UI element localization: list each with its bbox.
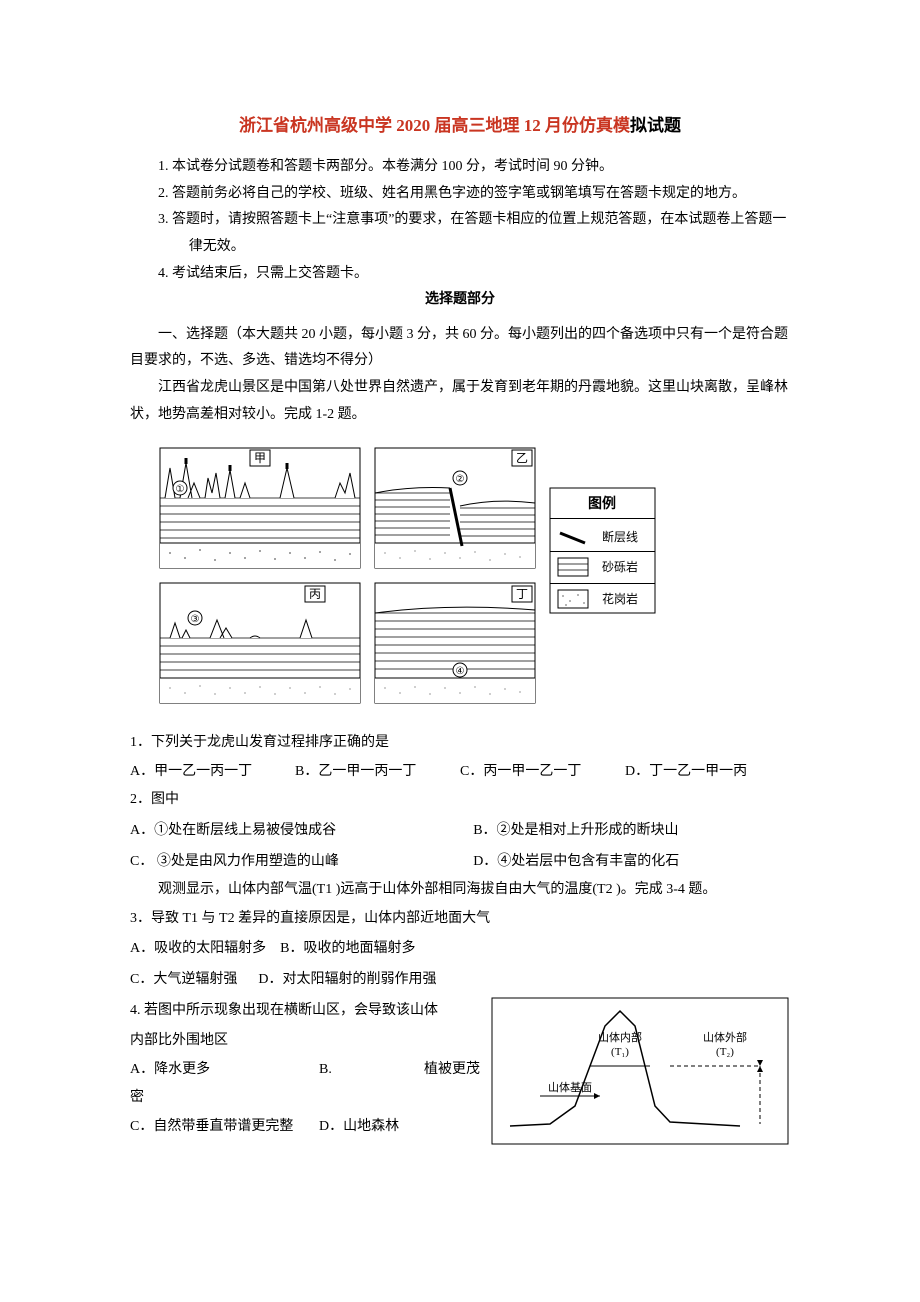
panel-bing: ③ 丙: [160, 583, 360, 703]
instruction-item: 2. 答题前务必将自己的学校、班级、姓名用黑色字迹的签字笔或钢笔填写在答题卡规定…: [130, 181, 790, 208]
page-title: 浙江省杭州高级中学 2020 届高三地理 12 月份仿真模拟试题: [130, 110, 790, 142]
instruction-item: 4. 考试结束后，只需上交答题卡。: [130, 261, 790, 288]
q4-stem-l1: 4. 若图中所示现象出现在横断山区，会导致该山体: [130, 996, 480, 1027]
q1-opt-c: C．丙一甲一乙一丁: [460, 759, 625, 786]
exam-page: 浙江省杭州高级中学 2020 届高三地理 12 月份仿真模拟试题 1. 本试卷分…: [0, 0, 920, 1302]
q1-opt-a: A．甲一乙一丙一丁: [130, 759, 295, 786]
preamble-context: 江西省龙虎山景区是中国第八处世界自然遗产，属于发育到老年期的丹霞地貌。这里山块离…: [130, 375, 790, 428]
q1-stem: 1．下列关于龙虎山发育过程排序正确的是: [130, 728, 790, 759]
q4-stem-l2: 内部比外围地区: [130, 1026, 480, 1057]
circle-label-2: ②: [456, 474, 465, 485]
figure-1: ① 甲: [150, 438, 660, 718]
q2-row2: C． ③处是由风力作用塑造的山峰 D．④处岩层中包含有丰富的化石: [130, 847, 790, 878]
legend-sandstone: 砂砾岩: [602, 559, 638, 574]
circle-label-4: ④: [456, 666, 465, 677]
fig2-base: 山体基面: [548, 1080, 592, 1094]
q4-opt-d: D．山地森林: [319, 1114, 480, 1141]
q3-stem: 3．导致 T1 与 T2 差异的直接原因是，山体内部近地面大气: [130, 904, 790, 935]
q4-opt-b-text: 植被更茂: [354, 1057, 480, 1084]
q1-opt-b: B．乙一甲一丙一丁: [295, 759, 460, 786]
q3-opt-a: A．吸收的太阳辐射多: [130, 941, 266, 956]
panel-label-yi: 乙: [516, 451, 528, 465]
instruction-item: 1. 本试卷分试题卷和答题卡两部分。本卷满分 100 分，考试时间 90 分钟。: [130, 154, 790, 181]
title-red-part: 浙江省杭州高级中学 2020 届高三地理 12 月份仿真模: [239, 116, 630, 135]
fig2-outer-t: (T₂): [716, 1046, 734, 1058]
panel-jia: ① 甲: [160, 448, 360, 568]
figure-legend: 图例 断层线 砂砾岩 花岗岩: [550, 488, 655, 613]
instruction-item: 3. 答题时，请按照答题卡上“注意事项”的要求，在答题卡相应的位置上规范答题，在…: [130, 207, 790, 260]
legend-fault: 断层线: [602, 529, 638, 544]
preamble-34: 观测显示，山体内部气温(T1 )远高于山体外部相同海拔自由大气的温度(T2 )。…: [130, 877, 790, 904]
figure-2: 山体内部 (T₁) 山体外部 (T₂) 山体基面: [490, 996, 790, 1157]
q2-opt-a: A．①处在断层线上易被侵蚀成谷: [130, 818, 473, 845]
legend-granite: 花岗岩: [602, 591, 638, 606]
title-black-part: 拟试题: [630, 116, 681, 135]
q4-row2: C．自然带垂直带谱更完整 D．山地森林: [130, 1114, 480, 1141]
fig2-outer: 山体外部: [703, 1030, 747, 1044]
circle-label-1: ①: [176, 484, 185, 495]
q2-opt-c: C． ③处是由风力作用塑造的山峰: [130, 849, 473, 876]
panel-label-ding: 丁: [516, 587, 528, 601]
q1-opt-d: D．丁一乙一甲一丙: [625, 759, 790, 786]
q1-options: A．甲一乙一丙一丁 B．乙一甲一丙一丁 C．丙一甲一乙一丁 D．丁一乙一甲一丙: [130, 759, 790, 786]
q4-opt-b-prefix: B.: [319, 1057, 354, 1084]
q3-opt-d: D．对太阳辐射的削弱作用强: [258, 972, 436, 987]
preamble-instruction: 一、选择题（本大题共 20 小题，每小题 3 分，共 60 分。每小题列出的四个…: [130, 322, 790, 375]
q2-row1: A．①处在断层线上易被侵蚀成谷 B．②处是相对上升形成的断块山: [130, 816, 790, 847]
instructions-block: 1. 本试卷分试题卷和答题卡两部分。本卷满分 100 分，考试时间 90 分钟。…: [130, 154, 790, 314]
q4-row1-cont: 密: [130, 1083, 480, 1114]
q2-opt-b: B．②处是相对上升形成的断块山: [473, 818, 790, 845]
circle-label-3: ③: [191, 614, 200, 625]
q4-opt-a: A．降水更多: [130, 1057, 319, 1084]
panel-yi: ② 乙: [375, 448, 535, 568]
q3-row2: C．大气逆辐射强 D．对太阳辐射的削弱作用强: [130, 965, 790, 996]
legend-title: 图例: [588, 495, 616, 512]
q3-opt-b: B．吸收的地面辐射多: [280, 941, 415, 956]
q2-stem: 2．图中: [130, 785, 790, 816]
q3-opt-c: C．大气逆辐射强: [130, 972, 237, 987]
panel-label-bing: 丙: [309, 587, 321, 601]
fig2-inner: 山体内部: [598, 1030, 642, 1044]
q3-row1: A．吸收的太阳辐射多 B．吸收的地面辐射多: [130, 934, 790, 965]
q2-opt-d: D．④处岩层中包含有丰富的化石: [473, 849, 790, 876]
section-heading: 选择题部分: [130, 287, 790, 314]
q4-opt-c: C．自然带垂直带谱更完整: [130, 1114, 319, 1141]
q4-text: 4. 若图中所示现象出现在横断山区，会导致该山体 内部比外围地区 A．降水更多 …: [130, 996, 490, 1141]
panel-label-jia: 甲: [254, 451, 266, 465]
q4-row1: A．降水更多 B. 植被更茂: [130, 1057, 480, 1084]
q4-block: 4. 若图中所示现象出现在横断山区，会导致该山体 内部比外围地区 A．降水更多 …: [130, 996, 790, 1157]
panel-ding: ④ 丁: [375, 583, 535, 703]
fig2-inner-t: (T₁): [611, 1046, 629, 1058]
